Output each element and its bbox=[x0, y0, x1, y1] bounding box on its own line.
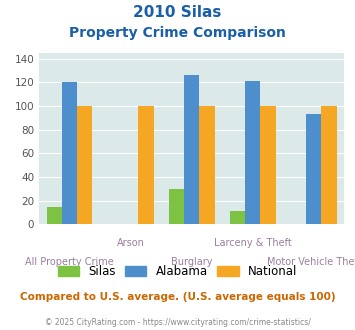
Bar bbox=[169, 189, 184, 224]
Bar bbox=[230, 212, 245, 224]
Text: Compared to U.S. average. (U.S. average equals 100): Compared to U.S. average. (U.S. average … bbox=[20, 292, 335, 302]
Text: Motor Vehicle Theft: Motor Vehicle Theft bbox=[267, 257, 355, 267]
Bar bbox=[77, 106, 92, 224]
Bar bbox=[200, 106, 214, 224]
Bar bbox=[306, 114, 322, 224]
Text: Property Crime Comparison: Property Crime Comparison bbox=[69, 26, 286, 40]
Bar bbox=[138, 106, 153, 224]
Bar bbox=[184, 75, 200, 224]
Text: All Property Crime: All Property Crime bbox=[25, 257, 114, 267]
Legend: Silas, Alabama, National: Silas, Alabama, National bbox=[54, 262, 301, 282]
Text: Arson: Arson bbox=[117, 238, 144, 248]
Bar bbox=[245, 81, 261, 224]
Bar bbox=[322, 106, 337, 224]
Text: Larceny & Theft: Larceny & Theft bbox=[214, 238, 292, 248]
Text: Burglary: Burglary bbox=[171, 257, 212, 267]
Bar bbox=[47, 207, 62, 224]
Bar bbox=[62, 82, 77, 224]
Text: © 2025 CityRating.com - https://www.cityrating.com/crime-statistics/: © 2025 CityRating.com - https://www.city… bbox=[45, 318, 310, 327]
Text: 2010 Silas: 2010 Silas bbox=[133, 5, 222, 20]
Bar bbox=[261, 106, 275, 224]
